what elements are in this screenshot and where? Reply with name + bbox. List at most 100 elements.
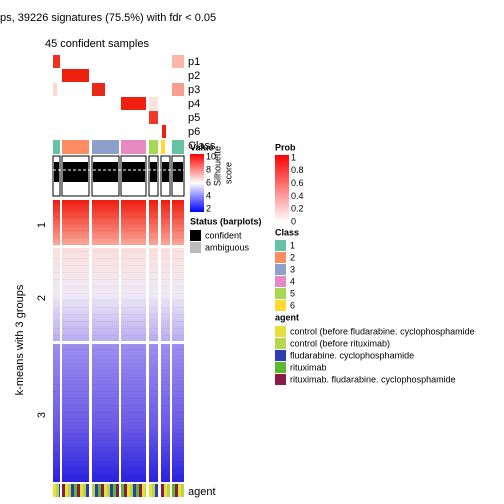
heat-stripe [149,265,158,266]
agent-cell [53,484,56,497]
heat-stripe [92,328,119,329]
heat-stripe [161,335,170,336]
heat-stripe [62,468,89,469]
heat-stripe [92,272,119,273]
heat-stripe [53,286,60,287]
legend-swatch [190,230,201,241]
heat-stripe [121,377,146,378]
heat-stripe [92,384,119,385]
sil-bar [173,162,183,182]
heat-stripe [92,391,119,392]
heat-stripe [172,265,184,266]
heat-stripe [161,391,170,392]
legend-item: rituximab [290,362,327,372]
heat-stripe [149,377,158,378]
heat-stripe [92,279,119,280]
heat-stripe [149,314,158,315]
heat-stripe [172,384,184,385]
heat-stripe [92,300,119,301]
legend-tick: 0.2 [291,204,304,214]
agent-cell [161,484,164,497]
heat-stripe [161,398,170,399]
heat-stripe [53,426,60,427]
heat-stripe [92,293,119,294]
row-group-label: 2 [36,295,48,301]
heat-block [92,200,119,245]
agent-cell [139,484,142,497]
heat-stripe [161,405,170,406]
heat-stripe [172,335,184,336]
heat-stripe [92,433,119,434]
heat-stripe [121,272,146,273]
heat-stripe [53,328,60,329]
agent-cell [113,484,116,497]
heat-stripe [121,300,146,301]
heat-stripe [172,209,184,210]
heat-stripe [172,426,184,427]
agent-cell [83,484,86,497]
agent-cell [80,484,83,497]
agent-cell [98,484,101,497]
legend-item: rituximab. fludarabine. cyclophosphamide [290,374,456,384]
heat-stripe [92,321,119,322]
legend-tick: 0.4 [291,191,304,201]
heat-block [62,200,89,245]
silhouette-label: score [223,162,233,184]
heat-stripe [172,230,184,231]
heat-stripe [53,216,60,217]
heat-stripe [149,237,158,238]
heat-stripe [92,370,119,371]
heat-stripe [62,349,89,350]
agent-cell [121,484,124,497]
heat-stripe [161,216,170,217]
heat-stripe [161,223,170,224]
heat-stripe [172,454,184,455]
heat-stripe [62,209,89,210]
heat-stripe [92,307,119,308]
heat-stripe [53,307,60,308]
heat-block [92,248,119,341]
heat-stripe [92,258,119,259]
title: ps, 39226 signatures (75.5%) with fdr < … [0,12,216,24]
heat-stripe [62,272,89,273]
heat-stripe [161,447,170,448]
sil-bar [93,162,118,182]
heat-stripe [172,440,184,441]
agent-cell [68,484,71,497]
silhouette-bars [52,155,185,197]
heat-stripe [161,258,170,259]
legend-title: Prob [275,142,296,152]
heat-stripe [62,377,89,378]
agent-cell [181,484,184,497]
agent-cell [152,484,155,497]
agent-cell [130,484,133,497]
heat-block [149,248,158,341]
agent-cell [164,484,167,497]
legend-item: ambiguous [205,242,250,252]
heat-stripe [92,426,119,427]
heat-stripe [53,433,60,434]
heat-block [62,344,89,482]
heat-stripe [62,447,89,448]
subtitle: 45 confident samples [45,38,149,50]
legend-title: Value [190,142,214,152]
heat-stripe [121,433,146,434]
heat-stripe [92,363,119,364]
heat-stripe [121,335,146,336]
heat-stripe [62,356,89,357]
heat-stripe [149,286,158,287]
heat-stripe [62,398,89,399]
legend-swatch [275,338,286,349]
legend-tick: 1 [291,152,296,162]
heat-stripe [121,237,146,238]
legend-tick: 0.6 [291,178,304,188]
heat-stripe [53,412,60,413]
legend-item: 4 [290,276,295,286]
heat-stripe [62,258,89,259]
heat-stripe [62,426,89,427]
heat-stripe [172,461,184,462]
heat-stripe [62,433,89,434]
heat-stripe [53,468,60,469]
heat-stripe [53,461,60,462]
heat-stripe [92,202,119,203]
